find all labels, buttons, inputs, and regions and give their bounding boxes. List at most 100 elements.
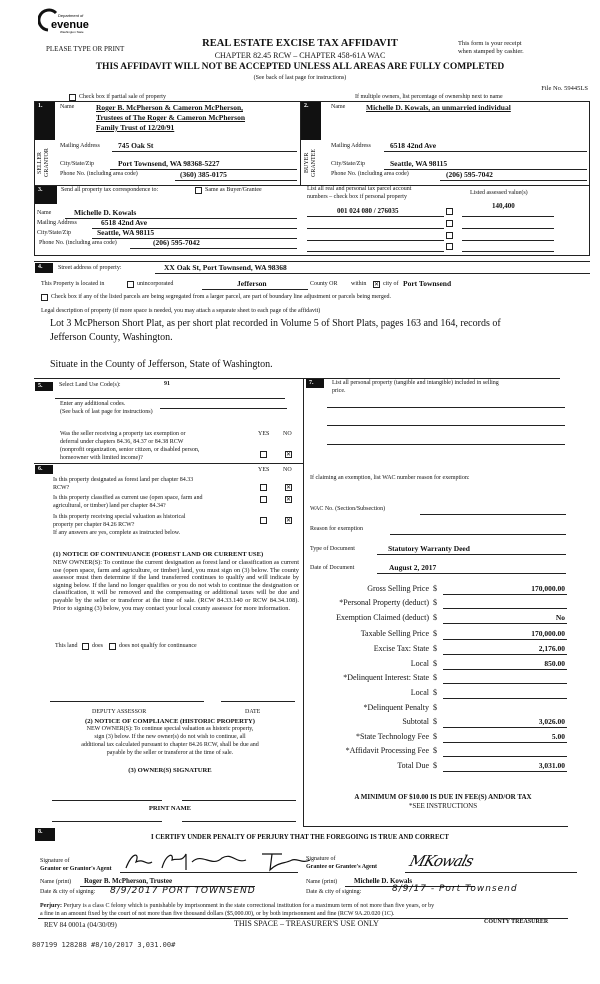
fee-value[interactable]: 2,176.00: [538, 644, 565, 653]
seller-phone-label: Phone No. (including area code): [60, 171, 138, 177]
fee-value[interactable]: 850.00: [544, 659, 565, 668]
dollar-sign: $: [433, 584, 437, 593]
grantor-name[interactable]: Roger B. McPherson, Trustee: [84, 877, 173, 885]
fee-value[interactable]: 5.00: [551, 732, 565, 741]
corr-city[interactable]: Seattle, WA 98115: [97, 228, 155, 237]
reason-field[interactable]: [390, 534, 566, 535]
dollar-sign: $: [433, 688, 437, 697]
within-city-checkbox[interactable]: [373, 281, 380, 288]
current-use-no-checkbox[interactable]: [285, 496, 292, 503]
print-name-line[interactable]: [182, 821, 296, 822]
buyer-city[interactable]: Seattle, WA 98115: [390, 159, 448, 168]
assessor-signature-line[interactable]: [50, 701, 204, 702]
assessed-line: [462, 228, 554, 229]
doc-type-value[interactable]: Statutory Warranty Deed: [388, 544, 470, 553]
grantee-sig-label: Grantee or Grantee's Agent: [306, 864, 378, 870]
fee-line: [443, 639, 567, 640]
print-name-line[interactable]: [52, 821, 162, 822]
please-type: PLEASE TYPE OR PRINT: [46, 45, 125, 53]
dollar-sign: $: [433, 629, 437, 638]
owner-signature-label: (3) OWNER(S) SIGNATURE: [128, 767, 212, 774]
corr-phone[interactable]: (206) 595-7042: [153, 238, 200, 247]
personal-property-checkbox[interactable]: [446, 232, 453, 239]
doc-date-value[interactable]: August 2, 2017: [389, 563, 437, 572]
correspondence-label: Send all property tax correspondence to:: [61, 187, 159, 193]
assessor-date-line[interactable]: [221, 701, 295, 702]
fee-line: [443, 654, 567, 655]
property-street[interactable]: XX Oak St, Port Townsend, WA 98368: [164, 263, 287, 272]
chapter: CHAPTER 82.45 RCW – CHAPTER 458-61A WAC: [214, 51, 386, 60]
forest-question: Is this property designated as forest la…: [53, 477, 194, 483]
grantee-signature[interactable]: MKowals: [407, 852, 475, 870]
partial-sale-checkbox[interactable]: [69, 94, 76, 101]
fee-value[interactable]: 170,000.00: [531, 629, 565, 638]
corr-mail-label: Mailing Address: [37, 220, 77, 226]
corr-city-label: City/State/Zip: [37, 230, 71, 236]
wac-field[interactable]: [420, 514, 566, 515]
certify-statement: I CERTIFY UNDER PENALTY OF PERJURY THAT …: [151, 834, 449, 841]
wac-label: WAC No. (Section/Subsection): [310, 506, 386, 512]
receipt-note-1: This form is your receipt: [458, 40, 522, 47]
parcel-number[interactable]: 001 024 080 / 276035: [337, 207, 399, 215]
forest-no-checkbox[interactable]: [285, 484, 292, 491]
seller-phone[interactable]: (360) 385-0175: [180, 170, 227, 179]
segregated-label: Check box if any of the listed parcels a…: [51, 294, 391, 300]
current-use-yes-checkbox[interactable]: [260, 496, 267, 503]
buyer-phone[interactable]: (206) 595-7042: [446, 170, 493, 179]
fee-label: Local: [410, 688, 429, 697]
underline: [65, 218, 297, 219]
county-value[interactable]: Jefferson: [237, 279, 267, 288]
owner-signature-line[interactable]: [52, 800, 162, 801]
owner-signature-line[interactable]: [182, 800, 296, 801]
seller-name-1: Roger B. McPherson & Cameron McPherson,: [96, 103, 243, 112]
personal-property-line[interactable]: [327, 407, 565, 408]
situate: Situate in the County of Jefferson, Stat…: [50, 359, 273, 370]
notice-continuance-title: (1) NOTICE OF CONTINUANCE (FOREST LAND O…: [53, 551, 264, 558]
grantee-date-city[interactable]: 8/9/17 - Port Townsend: [392, 884, 518, 894]
forest-question: RCW?: [53, 485, 70, 491]
personal-property-checkbox[interactable]: [446, 208, 453, 215]
corr-name[interactable]: Michelle D. Kowals: [74, 208, 137, 217]
buyer-name-label: Name: [331, 104, 346, 110]
svg-text:Department of: Department of: [58, 13, 84, 18]
same-as-buyer-checkbox[interactable]: [195, 187, 202, 194]
historic-yes-checkbox[interactable]: [260, 517, 267, 524]
minimum-due-note: A MINIMUM OF $10.00 IS DUE IN FEE(S) AND…: [354, 793, 532, 801]
section-1-number: 1.: [35, 102, 55, 140]
corr-mail[interactable]: 6518 42nd Ave: [101, 218, 148, 227]
grantor-signature[interactable]: [122, 848, 322, 874]
personal-property-checkbox[interactable]: [446, 220, 453, 227]
assessed-value[interactable]: 140,400: [492, 202, 515, 210]
segregated-checkbox[interactable]: [41, 294, 48, 301]
personal-property-line[interactable]: [327, 425, 565, 426]
seller-mail[interactable]: 745 Oak St: [118, 141, 154, 150]
exemption-yes-checkbox[interactable]: [260, 451, 267, 458]
street-label: Street address of property:: [58, 265, 122, 271]
city-of-label: city of: [383, 281, 399, 287]
grantee-name[interactable]: Michelle D. Kowals: [354, 877, 413, 885]
grantor-date-city[interactable]: 8/9/2017 PORT TOWNSEND: [110, 886, 256, 896]
buyer-name[interactable]: Michelle D. Kowals, an unmarried individ…: [366, 103, 511, 112]
dollar-sign: $: [433, 613, 437, 622]
land-use-code[interactable]: 91: [164, 381, 170, 387]
fee-value[interactable]: 170,000.00: [531, 584, 565, 593]
personal-property-checkbox[interactable]: [446, 243, 453, 250]
historic-no-checkbox[interactable]: [285, 517, 292, 524]
form-title: REAL ESTATE EXCISE TAX AFFIDAVIT: [202, 38, 398, 49]
historic-question: property per chapter 84.26 RCW?: [53, 522, 135, 528]
forest-yes-checkbox[interactable]: [260, 484, 267, 491]
underline: [345, 886, 475, 887]
fee-value[interactable]: No: [555, 613, 565, 622]
fee-value[interactable]: 3,026.00: [538, 717, 565, 726]
exemption-no-checkbox[interactable]: [285, 451, 292, 458]
buyer-mail[interactable]: 6518 42nd Ave: [390, 141, 437, 150]
seller-city[interactable]: Port Townsend, WA 98368-5227: [118, 159, 220, 168]
underline: [377, 554, 566, 555]
unincorporated-checkbox[interactable]: [127, 281, 134, 288]
does-not-checkbox[interactable]: [109, 643, 116, 650]
fee-value[interactable]: 3,031.00: [538, 761, 565, 770]
personal-property-line[interactable]: [327, 444, 565, 445]
does-checkbox[interactable]: [82, 643, 89, 650]
city-value[interactable]: Port Townsend: [403, 279, 452, 288]
see-instructions: *SEE INSTRUCTIONS: [408, 802, 478, 810]
